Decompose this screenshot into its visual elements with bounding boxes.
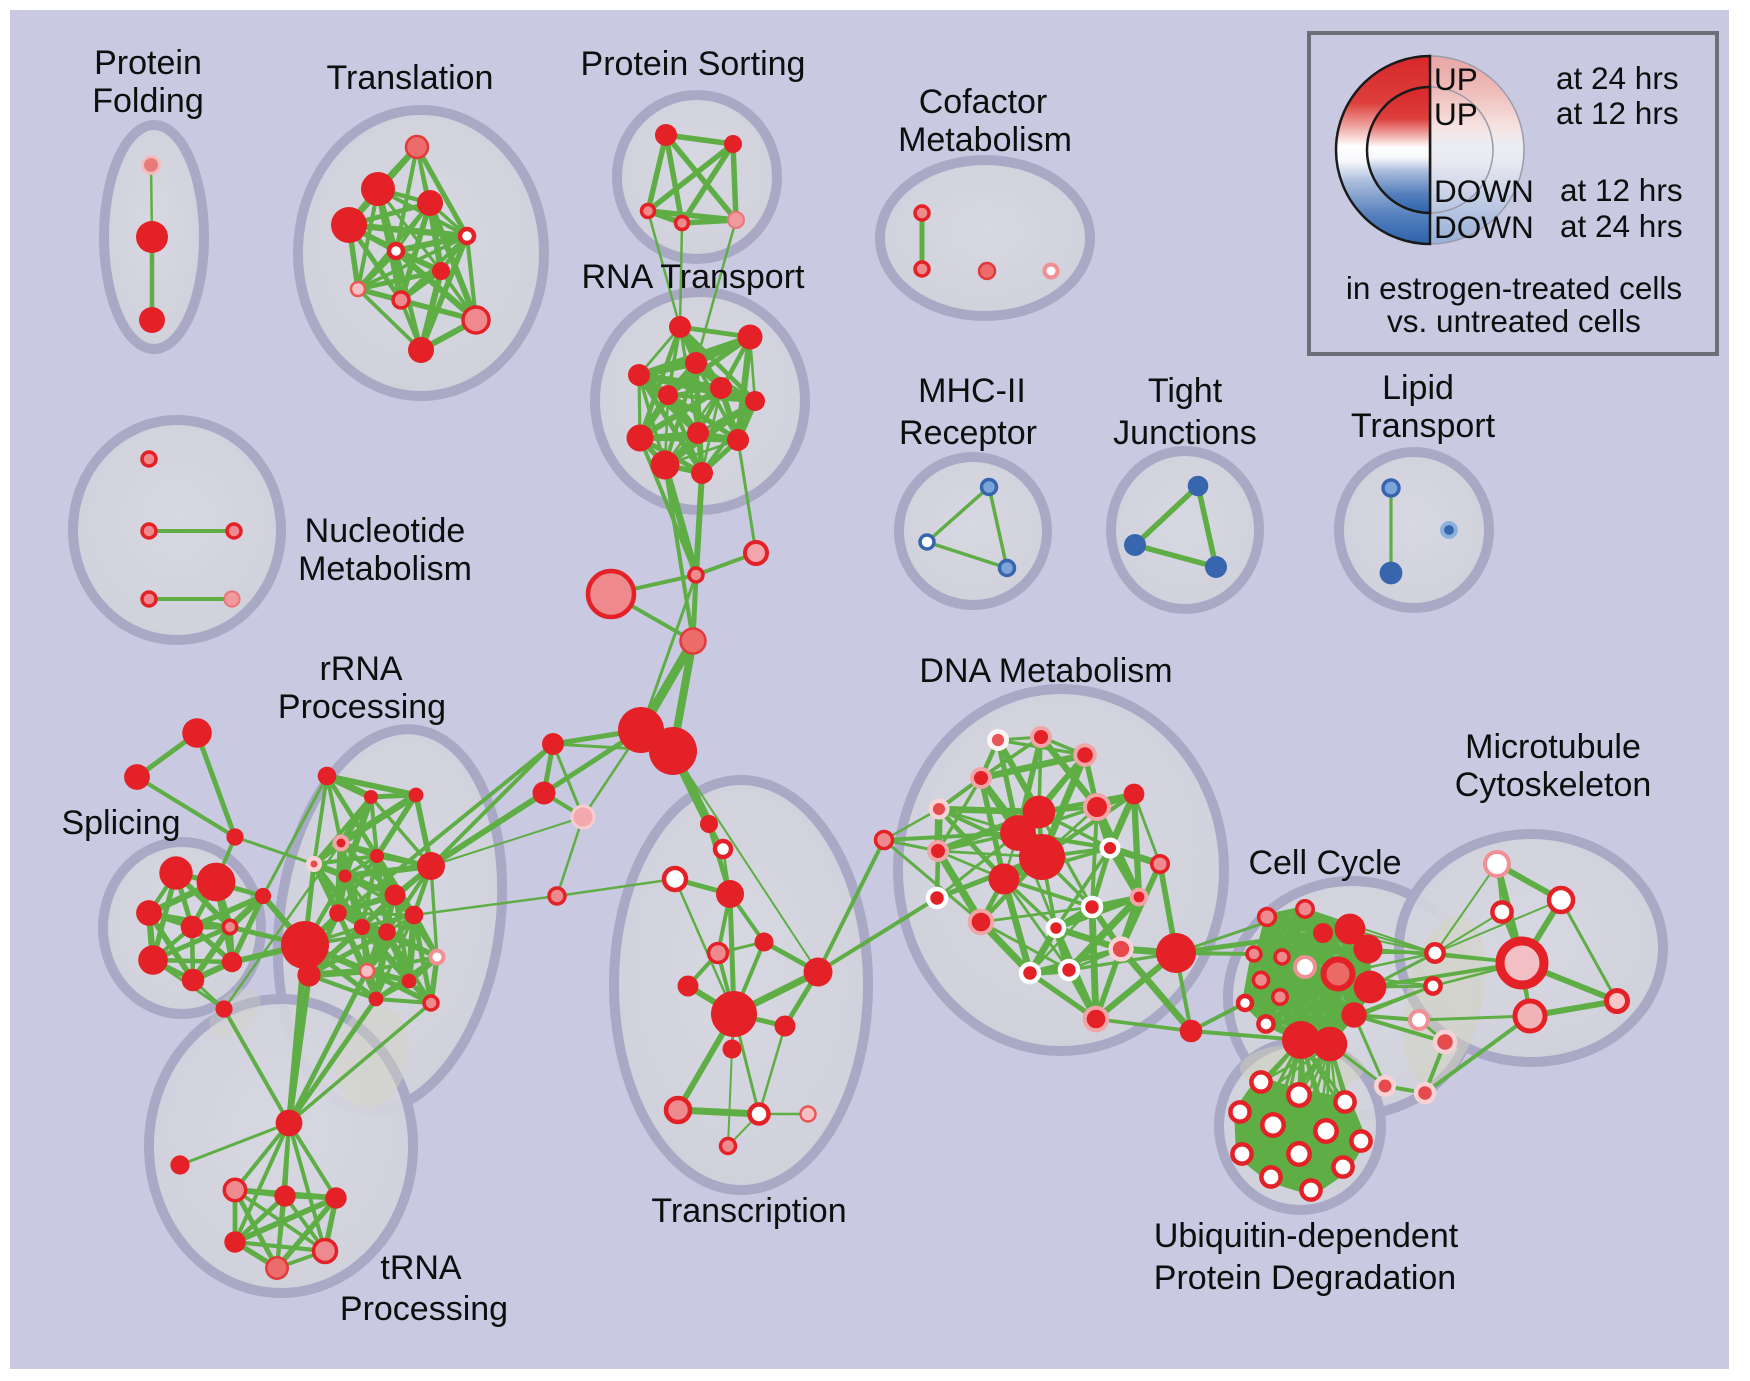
svg-text:Protein Sorting: Protein Sorting	[581, 45, 806, 83]
svg-text:Cell Cycle: Cell Cycle	[1248, 844, 1401, 882]
svg-text:DOWN: DOWN	[1434, 173, 1534, 209]
svg-text:RNA Transport: RNA Transport	[582, 258, 806, 296]
svg-text:Nucleotide: Nucleotide	[305, 512, 466, 550]
svg-text:tRNA: tRNA	[380, 1249, 462, 1287]
svg-text:UP: UP	[1434, 61, 1478, 97]
svg-text:Receptor: Receptor	[899, 414, 1037, 452]
svg-text:Folding: Folding	[92, 82, 204, 120]
svg-text:Transcription: Transcription	[651, 1192, 846, 1230]
svg-text:at 12 hrs: at 12 hrs	[1556, 95, 1679, 131]
svg-text:Ubiquitin-dependent: Ubiquitin-dependent	[1154, 1217, 1459, 1255]
svg-text:Cytoskeleton: Cytoskeleton	[1455, 766, 1652, 804]
svg-text:Translation: Translation	[327, 59, 494, 97]
svg-text:Metabolism: Metabolism	[898, 121, 1072, 159]
svg-text:at 24 hrs: at 24 hrs	[1556, 60, 1679, 96]
svg-text:Lipid: Lipid	[1382, 369, 1454, 407]
svg-text:Transport: Transport	[1351, 407, 1496, 445]
svg-text:MHC-II: MHC-II	[918, 372, 1026, 410]
svg-text:Protein Degradation: Protein Degradation	[1154, 1259, 1456, 1297]
svg-text:vs. untreated cells: vs. untreated cells	[1387, 303, 1641, 339]
svg-text:DNA Metabolism: DNA Metabolism	[919, 652, 1172, 690]
svg-text:Junctions: Junctions	[1113, 414, 1257, 452]
svg-text:at 12 hrs: at 12 hrs	[1560, 172, 1683, 208]
svg-text:Protein: Protein	[94, 44, 202, 82]
svg-text:Microtubule: Microtubule	[1465, 728, 1641, 766]
svg-text:Tight: Tight	[1148, 372, 1223, 410]
svg-text:in estrogen-treated cells: in estrogen-treated cells	[1346, 270, 1682, 306]
svg-text:Processing: Processing	[340, 1290, 508, 1328]
svg-text:rRNA: rRNA	[319, 650, 402, 688]
svg-text:Cofactor: Cofactor	[919, 83, 1048, 121]
svg-text:at 24 hrs: at 24 hrs	[1560, 208, 1683, 244]
svg-text:Metabolism: Metabolism	[298, 550, 472, 588]
svg-text:Splicing: Splicing	[61, 804, 180, 842]
svg-text:DOWN: DOWN	[1434, 209, 1534, 245]
svg-text:UP: UP	[1434, 96, 1478, 132]
svg-text:Processing: Processing	[278, 688, 446, 726]
